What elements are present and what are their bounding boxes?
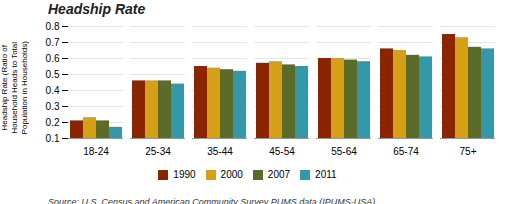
html-text:2011: 2011: [315, 169, 337, 180]
svg-text:0.6: 0.6: [46, 53, 60, 64]
svg-text:0.8: 0.8: [46, 21, 60, 32]
svg-text:0.1: 0.1: [46, 133, 60, 144]
svg-text:0.7: 0.7: [46, 37, 60, 48]
svg-text:35-44: 35-44: [207, 146, 233, 157]
html-text:2007: 2007: [267, 169, 291, 180]
svg-text:0.5: 0.5: [46, 69, 60, 80]
svg-text:75+: 75+: [460, 146, 477, 157]
svg-text:0.3: 0.3: [46, 101, 60, 112]
svg-text:45-54: 45-54: [269, 146, 295, 157]
svg-text:0.2: 0.2: [46, 117, 60, 128]
svg-text:25-34: 25-34: [145, 146, 171, 157]
html-text:2000: 2000: [220, 169, 243, 180]
svg-text:18-24: 18-24: [83, 146, 109, 157]
svg-text:55-64: 55-64: [331, 146, 357, 157]
html-text:1990: 1990: [173, 169, 196, 180]
html-text:Headship Rate (Ratio of Househ: Headship Rate (Ratio of Household Heads …: [0, 42, 29, 135]
svg-text:0.4: 0.4: [46, 85, 60, 96]
svg-text:65-74: 65-74: [393, 146, 419, 157]
html-text:Headship Rate: Headship Rate: [48, 1, 146, 17]
